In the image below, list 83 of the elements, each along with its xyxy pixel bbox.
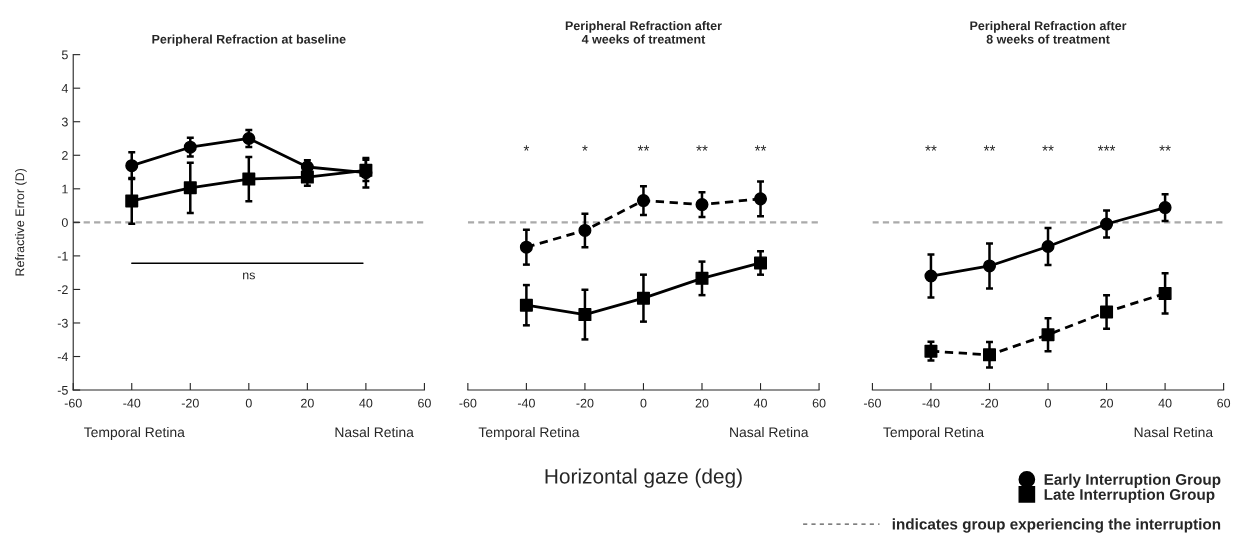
point <box>519 298 533 312</box>
x-tick-label: 0 <box>1045 398 1052 408</box>
x-tick-label: 20 <box>695 398 709 408</box>
text: indicates group experiencing the interruption <box>892 518 1221 533</box>
annotation: * <box>582 145 588 151</box>
legend-label: Early Interruption Group <box>1044 473 1221 488</box>
text: Nasal Retina <box>730 426 809 438</box>
point <box>1158 201 1172 215</box>
point <box>636 291 650 305</box>
point <box>1041 239 1055 254</box>
y-tick-label: -1 <box>57 251 68 261</box>
point <box>125 194 139 208</box>
point <box>242 172 256 186</box>
point <box>982 348 996 362</box>
x-tick-label: -40 <box>922 398 940 408</box>
y-tick-label: -5 <box>57 385 68 395</box>
point <box>924 269 938 283</box>
point <box>519 240 533 254</box>
legend-label: Late Interruption Group <box>1044 488 1215 503</box>
annotation: ns <box>243 272 255 280</box>
x-tick-label: -60 <box>64 398 82 408</box>
x-tick-label: -60 <box>863 398 881 408</box>
x-tick-label: 40 <box>359 398 373 408</box>
x-axis-title: Horizontal gaze (deg) <box>545 468 742 488</box>
text: Nasal Retina <box>1134 426 1214 438</box>
annotation: ** <box>754 145 767 151</box>
x-tick-label: -60 <box>459 398 477 408</box>
y-tick-label: -2 <box>57 285 68 294</box>
text: Temporal Retina <box>84 426 185 440</box>
y-tick-label: 3 <box>61 117 68 127</box>
x-tick-label: -40 <box>123 398 141 408</box>
text: Temporal Retina <box>883 426 985 440</box>
y-tick-label: -3 <box>57 318 68 328</box>
point <box>578 223 592 237</box>
point <box>982 259 996 273</box>
annotation: ** <box>983 145 996 151</box>
y-tick-label: 0 <box>61 218 68 227</box>
x-tick-label: 60 <box>812 398 826 408</box>
point <box>183 140 197 154</box>
point <box>1041 328 1055 342</box>
chart-title: Peripheral Refraction at baseline <box>152 34 346 47</box>
point <box>636 194 650 208</box>
x-tick-label: 40 <box>753 398 767 408</box>
y-tick-label: 2 <box>62 151 68 160</box>
annotation: ** <box>1159 145 1171 151</box>
point <box>695 271 709 285</box>
point <box>924 344 938 358</box>
x-tick-label: -20 <box>981 398 999 408</box>
point <box>183 181 197 195</box>
point <box>300 170 314 184</box>
annotation: * <box>523 145 530 151</box>
x-tick-label: -40 <box>517 398 535 408</box>
x-tick-label: 20 <box>301 398 314 408</box>
point <box>578 308 592 322</box>
annotation: *** <box>1097 145 1116 151</box>
y-tick-label: 5 <box>61 50 68 60</box>
annotation: ** <box>925 145 937 151</box>
y-tick-label: -4 <box>57 352 68 362</box>
point <box>125 159 139 173</box>
annotation: ** <box>696 145 708 151</box>
x-tick-label: -20 <box>576 398 594 408</box>
text: Temporal Retina <box>478 426 580 440</box>
x-tick-label: 0 <box>245 398 252 408</box>
point <box>1158 286 1172 300</box>
point <box>1100 305 1114 319</box>
chart-title: Peripheral Refraction after 8 weeks of treatment <box>970 21 1127 44</box>
point <box>754 256 768 270</box>
x-tick-label: 60 <box>418 398 431 408</box>
annotation: ** <box>1042 145 1054 151</box>
annotation: ** <box>637 145 650 151</box>
x-tick-label: 40 <box>1158 398 1172 408</box>
point <box>695 198 709 212</box>
x-tick-label: 20 <box>1100 398 1114 408</box>
point <box>1100 217 1114 231</box>
y-tick-label: 1 <box>62 184 68 194</box>
x-tick-label: -20 <box>181 398 199 408</box>
point <box>754 192 768 206</box>
x-tick-label: 0 <box>640 398 647 408</box>
x-tick-label: 60 <box>1217 398 1231 408</box>
y-tick-label: 4 <box>61 84 68 93</box>
chart-title: Peripheral Refraction after 4 weeks of treatment <box>565 21 722 44</box>
y-axis-title: Refractive Error (D) <box>15 168 27 276</box>
text: Nasal Retina <box>335 426 414 438</box>
